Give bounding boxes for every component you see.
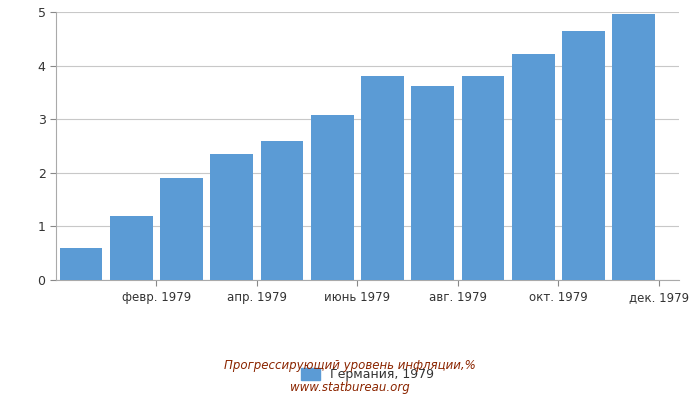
Bar — [562, 31, 605, 280]
Bar — [260, 141, 303, 280]
Bar — [412, 86, 454, 280]
Bar — [612, 14, 655, 280]
Bar — [361, 76, 404, 280]
Bar — [110, 216, 153, 280]
Text: Прогрессирующий уровень инфляции,%: Прогрессирующий уровень инфляции,% — [224, 360, 476, 372]
Text: www.statbureau.org: www.statbureau.org — [290, 382, 410, 394]
Bar — [60, 248, 102, 280]
Bar — [462, 76, 505, 280]
Bar — [160, 178, 203, 280]
Bar — [211, 154, 253, 280]
Bar — [311, 116, 354, 280]
Bar — [512, 54, 554, 280]
Legend: Германия, 1979: Германия, 1979 — [296, 363, 439, 386]
